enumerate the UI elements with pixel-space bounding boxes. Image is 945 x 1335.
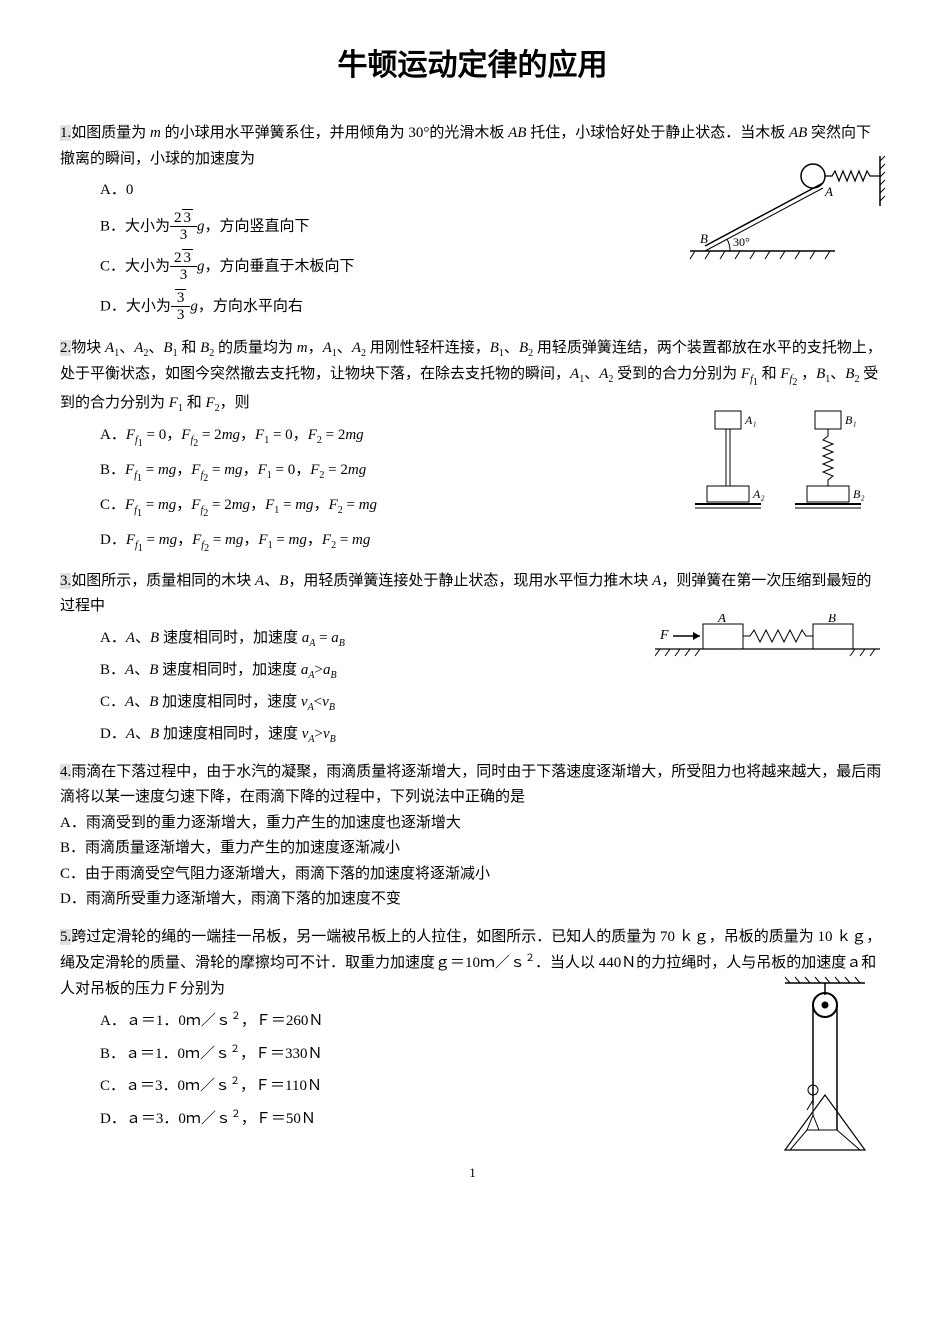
q4-optD: D．雨滴所受重力逐渐增大，雨滴下落的加速度不变	[60, 887, 885, 913]
q4-optC: C．由于雨滴受空气阻力逐渐增大，雨滴下落的加速度将逐渐减小	[60, 862, 885, 888]
question-5: 5.跨过定滑轮的绳的一端挂一吊板，另一端被吊板上的人拉住，如图所示．已知人的质量…	[60, 925, 885, 1133]
svg-text:A₁: A₁	[744, 413, 757, 427]
q4-optB: B．雨滴质量逐渐增大，重力产生的加速度逐渐减小	[60, 836, 885, 862]
q3-optC: C．A、B 加速度相同时，速度 vA<vB	[100, 690, 885, 716]
q1-figure: A B 30°	[685, 151, 885, 271]
q1-optD: D．大小为33g，方向水平向右	[100, 290, 885, 324]
q2-figure: A₁ A₂ B₁ B₂	[685, 406, 885, 536]
svg-text:B: B	[828, 614, 836, 625]
q3-figure: F A B	[655, 614, 885, 684]
q2-num: 2.	[60, 340, 71, 356]
question-3: F A B 3.如图所示，质量相同的木块 A、B，用轻质弹簧连接处于静止状态，现…	[60, 569, 885, 748]
q4-num: 4.	[60, 764, 71, 780]
q4-text: 雨滴在下落过程中，由于水汽的凝聚，雨滴质量将逐渐增大，同时由于下落速度逐渐增大，…	[60, 764, 881, 806]
q3-text: 如图所示，质量相同的木块 A、B，用轻质弹簧连接处于静止状态，现用水平恒力推木块…	[60, 573, 871, 615]
svg-text:B: B	[700, 231, 708, 246]
q2-text: 物块 A1、A2、B1 和 B2 的质量均为 m，A1、A2 用刚性轻杆连接，B…	[60, 340, 882, 411]
svg-text:A: A	[717, 614, 726, 625]
question-2: A₁ A₂ B₁ B₂ 2.物块 A1、A2、B1 和 B2 的质量均为 m，A…	[60, 336, 885, 557]
question-1: A B 30° 1.如图质量为 m 的小球用水平弹簧系住，并用倾角为 30°的光…	[60, 121, 885, 324]
svg-text:A₂: A₂	[752, 487, 765, 501]
page-number: 1	[60, 1162, 885, 1184]
q4-optA: A．雨滴受到的重力逐渐增大，重力产生的加速度也逐渐增大	[60, 811, 885, 837]
svg-text:F: F	[659, 628, 669, 643]
svg-text:B₁: B₁	[845, 413, 857, 427]
q5-num: 5.	[60, 929, 71, 945]
q3-num: 3.	[60, 573, 71, 589]
q1-num: 1.	[60, 125, 71, 141]
q5-text: 跨过定滑轮的绳的一端挂一吊板，另一端被吊板上的人拉住，如图所示．已知人的质量为 …	[60, 929, 881, 997]
q3-optD: D．A、B 加速度相同时，速度 vA>vB	[100, 722, 885, 748]
svg-text:B₂: B₂	[853, 487, 865, 501]
page-title: 牛顿运动定律的应用	[60, 40, 885, 91]
q5-figure	[765, 975, 885, 1165]
svg-text:30°: 30°	[733, 235, 750, 249]
question-4: 4.雨滴在下落过程中，由于水汽的凝聚，雨滴质量将逐渐增大，同时由于下落速度逐渐增…	[60, 760, 885, 913]
svg-text:A: A	[824, 184, 833, 199]
